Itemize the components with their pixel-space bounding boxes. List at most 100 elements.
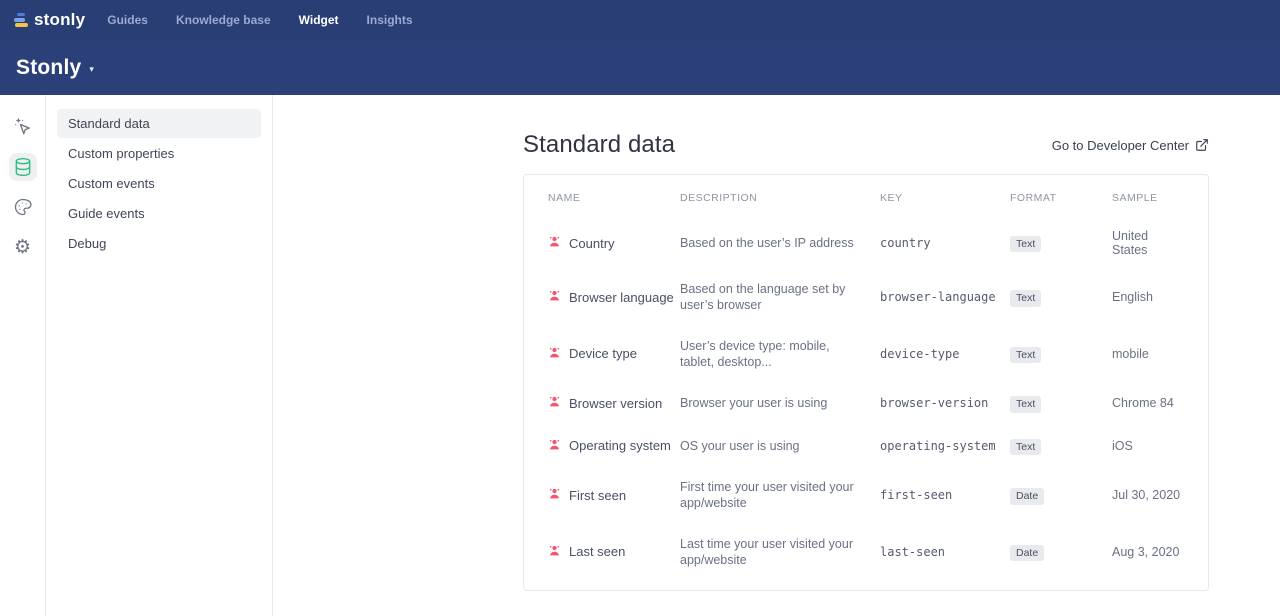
format-badge: Text — [1010, 235, 1042, 253]
property-key: browser-version — [880, 396, 989, 411]
sidebar-menu-item[interactable]: Standard data — [57, 109, 261, 138]
property-format-cell: Text — [1010, 437, 1112, 455]
table-column-header: Sample — [1112, 192, 1158, 204]
topnav-item[interactable]: Knowledge base — [175, 13, 271, 27]
table-column-header: Name — [548, 192, 581, 204]
main-panel: Standard data Go to Developer Center — [273, 95, 1280, 616]
table-row: Country Based on the user’s IP address c… — [524, 217, 1208, 269]
user-property-icon — [548, 346, 561, 362]
property-name-cell: Browser language — [548, 289, 680, 305]
property-description: Based on the language set by user’s brow… — [680, 282, 846, 313]
icon-rail-sidebar: ⚙ — [0, 95, 46, 616]
table-header-row: Name Description Key Format Sample — [524, 175, 1208, 217]
property-name-cell: Country — [548, 235, 680, 251]
content-area: ⚙ Standard data Custom properties Custom… — [0, 95, 1280, 616]
user-property-icon — [548, 438, 561, 454]
property-format-cell: Text — [1010, 345, 1112, 363]
database-icon — [13, 157, 33, 177]
property-name-label: Browser version — [569, 395, 663, 411]
table-row: Operating system OS your user is using o… — [524, 425, 1208, 468]
property-description: First time your user visited your app/we… — [680, 480, 854, 511]
property-sample: iOS — [1112, 438, 1133, 453]
property-name-cell: Device type — [548, 346, 680, 362]
format-badge: Text — [1010, 438, 1042, 455]
property-key: country — [880, 236, 931, 250]
topnav-item[interactable]: Guides — [107, 13, 148, 27]
topnav-item[interactable]: Widget — [298, 13, 339, 27]
user-property-icon — [548, 235, 561, 251]
property-key: device-type — [880, 346, 960, 361]
property-format-cell: Text — [1010, 394, 1112, 413]
sidebar-menu-item[interactable]: Custom events — [68, 176, 155, 191]
sidebar-menu-item[interactable]: Custom properties — [68, 146, 175, 161]
property-sample: mobile — [1112, 346, 1149, 361]
property-sample: English — [1112, 290, 1153, 305]
property-name-label: First seen — [569, 487, 627, 503]
property-format-cell: Date — [1010, 543, 1112, 561]
property-key: operating-system — [880, 438, 996, 453]
table-row: Browser language Based on the language s… — [524, 269, 1208, 326]
property-name-label: Device type — [569, 346, 637, 362]
property-format-cell: Text — [1010, 288, 1112, 307]
property-name-label: Operating system — [569, 438, 671, 454]
format-badge: Date — [1010, 488, 1045, 505]
table-row: Device type User’s device type: mobile, … — [524, 326, 1208, 383]
property-sample: Aug 3, 2020 — [1112, 544, 1180, 559]
property-name-label: Browser language — [569, 289, 674, 305]
format-badge: Text — [1010, 346, 1042, 363]
table-column-header: Format — [1010, 192, 1057, 204]
property-format-cell: Date — [1010, 486, 1112, 505]
property-name-cell: First seen — [548, 487, 680, 503]
property-key: last-seen — [880, 544, 946, 559]
standard-data-table-card: Name Description Key Format Sample — [523, 174, 1209, 591]
workspace-header-bar: Stonly ▾ — [0, 40, 1280, 95]
user-property-icon — [548, 544, 561, 560]
property-key: first-seen — [880, 488, 953, 503]
user-property-icon — [548, 395, 561, 411]
table-column-header: Description — [680, 192, 758, 204]
chevron-down-icon[interactable]: ▾ — [89, 64, 94, 74]
format-badge: Text — [1010, 396, 1042, 413]
sidebar-menu-item[interactable]: Debug — [68, 236, 107, 251]
top-navigation-bar: stonly Guides Knowledge base Widget Insi… — [0, 0, 1280, 40]
property-key: browser-language — [880, 290, 996, 305]
topnav-item[interactable]: Insights — [366, 13, 413, 27]
property-name-cell: Operating system — [548, 438, 680, 454]
palette-icon — [13, 197, 33, 217]
developer-center-link[interactable]: Go to Developer Center — [1052, 138, 1209, 153]
gear-icon: ⚙ — [13, 235, 32, 258]
format-badge: Text — [1010, 290, 1042, 307]
property-sample: Chrome 84 — [1112, 396, 1174, 411]
table-row: Browser version Browser your user is usi… — [524, 382, 1208, 425]
property-name-label: Last seen — [569, 544, 626, 560]
external-link-icon — [1195, 138, 1209, 152]
property-description: Last time your user visited your app/web… — [680, 536, 853, 567]
user-property-icon — [548, 487, 561, 503]
settings-button[interactable]: ⚙ — [9, 233, 37, 261]
property-description: Browser your user is using — [680, 396, 828, 411]
table-row: Last seen Last time your user visited yo… — [524, 524, 1208, 581]
property-description: OS your user is using — [680, 438, 800, 453]
table-column-header: Key — [880, 192, 903, 204]
property-format-cell: Text — [1010, 234, 1112, 253]
property-description: User’s device type: mobile, tablet, desk… — [680, 338, 830, 369]
property-name-cell: Last seen — [548, 544, 680, 560]
stonly-logo-text: stonly — [34, 10, 86, 29]
property-sample: United States — [1112, 229, 1149, 257]
stonly-logo-icon — [14, 12, 29, 28]
interactions-cursor-button[interactable] — [9, 113, 37, 141]
widget-settings-menu: Standard data Custom properties Custom e… — [46, 95, 273, 616]
property-name-label: Country — [569, 235, 615, 251]
table-row: First seen First time your user visited … — [524, 467, 1208, 524]
stonly-logo[interactable]: stonly — [14, 10, 85, 30]
workspace-title[interactable]: Stonly — [16, 55, 82, 79]
format-badge: Date — [1010, 544, 1045, 561]
top-nav-menu: Guides Knowledge base Widget Insights — [107, 13, 412, 27]
property-name-cell: Browser version — [548, 395, 680, 411]
property-sample: Jul 30, 2020 — [1112, 488, 1181, 503]
sidebar-menu-item[interactable]: Guide events — [68, 206, 145, 221]
appearance-palette-button[interactable] — [9, 193, 37, 221]
user-data-database-button[interactable] — [8, 153, 37, 181]
cursor-sparkle-icon — [13, 117, 33, 137]
developer-center-link-label: Go to Developer Center — [1051, 137, 1189, 153]
